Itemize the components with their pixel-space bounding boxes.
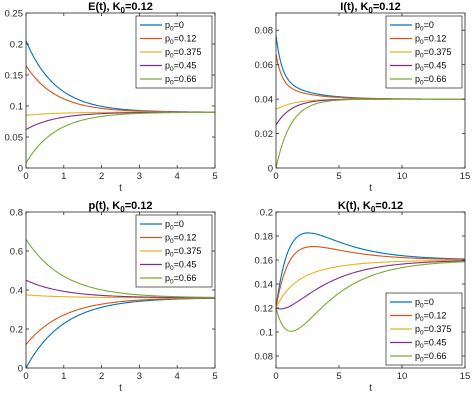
y-tick-label: 0.12 — [255, 304, 274, 315]
y-tick-label: 0 — [268, 164, 273, 175]
legend-label: p0=0.66 — [415, 351, 446, 364]
x-tick-label: 3 — [137, 171, 142, 182]
x-tick-label: 0 — [23, 171, 28, 182]
series-line-4 — [276, 260, 465, 310]
legend-label: p0=0.45 — [165, 61, 196, 74]
legend-label: p0=0.12 — [415, 311, 446, 324]
series-line-5 — [276, 261, 465, 332]
x-tick-label: 5 — [212, 371, 217, 382]
y-tick-label: 0.2 — [10, 325, 23, 336]
series-line-5 — [26, 238, 215, 298]
y-tick-label: 0.04 — [255, 95, 274, 106]
series-line-2 — [26, 297, 215, 345]
y-tick-label: 0 — [18, 364, 23, 375]
x-axis-label: t — [119, 383, 122, 394]
x-axis-label: t — [369, 383, 372, 394]
legend-label: p0=0.375 — [415, 324, 451, 337]
legend-label: p0=0.375 — [415, 47, 451, 60]
y-tick-label: 0.6 — [10, 247, 23, 258]
legend-label: p0=0 — [415, 20, 434, 33]
axes-box — [275, 211, 466, 369]
x-tick-label: 15 — [460, 171, 471, 182]
series-line-1 — [276, 232, 465, 309]
chart-title: K(t), K0=0.12 — [338, 200, 403, 214]
axes-box — [25, 12, 216, 169]
x-tick-label: 5 — [336, 371, 341, 382]
series-line-2 — [276, 245, 465, 309]
x-tick-label: 4 — [175, 371, 180, 382]
panel-3: 0 1 2 3 4 500.20.40.60.8tp(t), K0=0.12p0=0p0=… — [10, 200, 218, 394]
panel-4: 0 5 10 15 0.08 0.1 0.12 0.14 0.16 0.18 0.2 t K(t), K… — [255, 200, 471, 394]
series-group — [276, 35, 465, 168]
x-axis-label: t — [119, 183, 122, 194]
legend-label: p0=0 — [415, 297, 434, 310]
y-tick-label: 0.02 — [255, 129, 274, 140]
series-line-4 — [26, 279, 215, 299]
y-tick-label: 0.05 — [5, 133, 24, 144]
x-tick-label: 2 — [99, 371, 104, 382]
legend-label: p0=0.66 — [165, 74, 196, 87]
y-tick-label: 0.08 — [255, 352, 274, 363]
y-tick-label: 0.8 — [10, 208, 23, 219]
legend-label: p0=0.45 — [415, 61, 446, 74]
legend-label: p0=0.66 — [415, 74, 446, 87]
legend-label: p0=0.375 — [165, 47, 201, 60]
x-tick-label: 15 — [460, 371, 471, 382]
legend-label: p0=0 — [165, 20, 184, 33]
x-tick-label: 5 — [336, 171, 341, 182]
x-tick-label: 0 — [23, 371, 28, 382]
y-tick-label: 0.1 — [10, 102, 23, 113]
x-tick-label: 0 — [273, 371, 278, 382]
chart-title: p(t), K0=0.12 — [88, 200, 152, 214]
x-axis-label: t — [369, 183, 372, 194]
legend-label: p0=0.375 — [165, 246, 201, 259]
y-tick-label: 0 — [18, 164, 23, 175]
y-tick-label: 0.15 — [5, 71, 24, 82]
legend-label: p0=0.12 — [165, 233, 196, 246]
legend-label: p0=0.45 — [415, 338, 446, 351]
y-tick-label: 0.14 — [255, 280, 274, 291]
series-line-3 — [276, 259, 465, 309]
x-tick-label: 4 — [175, 171, 180, 182]
x-tick-label: 1 — [61, 371, 66, 382]
series-group — [276, 232, 465, 332]
x-tick-label: 10 — [397, 371, 408, 382]
y-tick-label: 0.06 — [255, 60, 274, 71]
y-tick-label: 0.4 — [10, 286, 23, 297]
y-tick-label: 0.1 — [260, 328, 273, 339]
series-line-5 — [276, 98, 465, 168]
y-tick-label: 0.2 — [260, 208, 273, 219]
y-tick-label: 0.08 — [255, 26, 274, 37]
x-tick-label: 1 — [61, 171, 66, 182]
axes-box — [275, 12, 466, 169]
series-group — [26, 238, 215, 368]
y-tick-label: 0.2 — [10, 40, 23, 51]
legend-label: p0=0.12 — [415, 34, 446, 47]
legend-label: p0=0 — [165, 219, 184, 232]
legend-label: p0=0.12 — [165, 34, 196, 47]
x-tick-label: 0 — [273, 171, 278, 182]
chart-title: I(t), K0=0.12 — [340, 1, 400, 15]
legend-label: p0=0.45 — [165, 260, 196, 273]
legend-label: p0=0.66 — [165, 273, 196, 286]
series-group — [26, 40, 215, 164]
chart-title: E(t), K0=0.12 — [88, 1, 153, 15]
x-tick-label: 5 — [212, 171, 217, 182]
series-line-5 — [26, 111, 215, 164]
x-tick-label: 2 — [99, 171, 104, 182]
x-tick-label: 10 — [397, 171, 408, 182]
x-tick-label: 3 — [137, 371, 142, 382]
y-tick-label: 0.25 — [5, 9, 24, 20]
y-tick-label: 0.16 — [255, 256, 274, 267]
y-tick-label: 0.18 — [255, 232, 274, 243]
